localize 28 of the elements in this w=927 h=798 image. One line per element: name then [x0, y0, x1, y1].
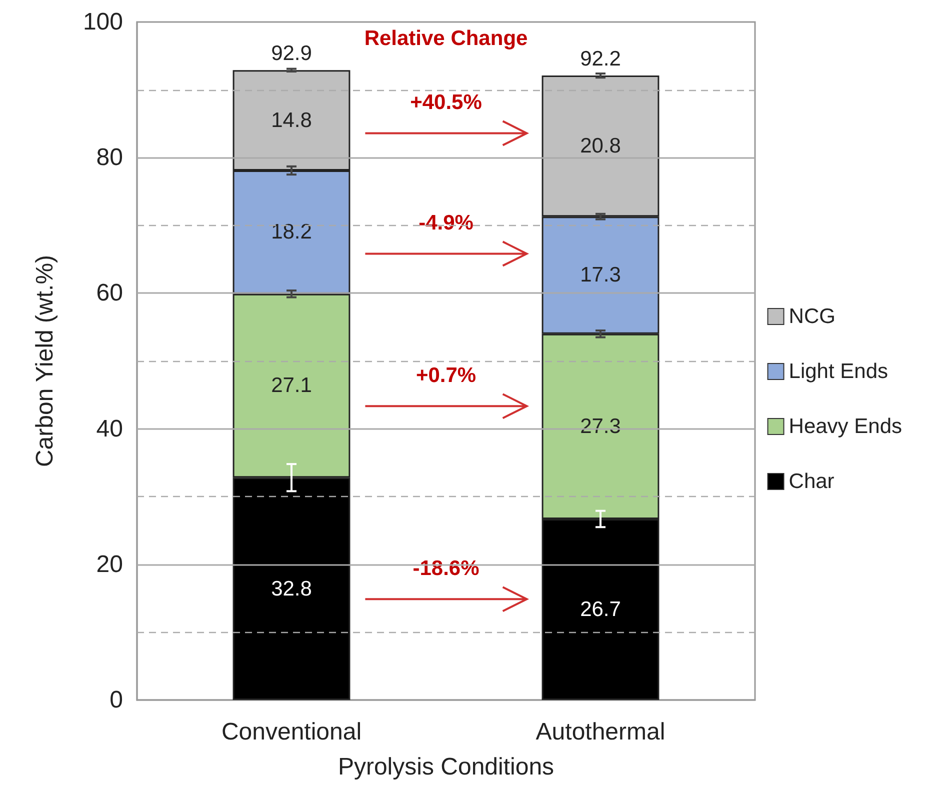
- y-axis-title: Carbon Yield (wt.%): [32, 254, 58, 468]
- annotation: Relative Change: [364, 27, 528, 50]
- y-tick-label: 80: [96, 144, 123, 172]
- y-tick-label: 100: [82, 8, 123, 36]
- x-axis-title: Pyrolysis Conditions: [338, 754, 554, 780]
- annotation: +40.5%: [410, 91, 482, 114]
- y-tick-label: 40: [96, 415, 123, 442]
- legend-label: Char: [788, 470, 834, 493]
- annotation: -4.9%: [418, 212, 474, 235]
- legend-label: Heavy Ends: [788, 415, 902, 438]
- data-label: 32.8: [271, 577, 312, 600]
- x-tick-label: Autothermal: [536, 718, 666, 746]
- y-tick-label: 20: [96, 550, 123, 578]
- annotation: +0.7%: [416, 364, 476, 388]
- data-label: 26.7: [580, 598, 621, 621]
- y-tick-label: 0: [110, 686, 123, 714]
- data-label: 27.3: [580, 414, 621, 438]
- data-label: 20.8: [580, 134, 621, 158]
- data-label: 14.8: [271, 108, 312, 132]
- data-label: 18.2: [271, 220, 312, 244]
- data-label: 17.3: [580, 264, 621, 287]
- y-tick-label: 60: [96, 280, 123, 307]
- legend-label: NCG: [788, 305, 836, 328]
- total-label: 92.9: [271, 42, 312, 66]
- total-label: 92.2: [580, 48, 621, 71]
- data-label: 27.1: [271, 374, 312, 398]
- x-tick-label: Conventional: [221, 718, 362, 746]
- legend-label: Light Ends: [788, 360, 888, 383]
